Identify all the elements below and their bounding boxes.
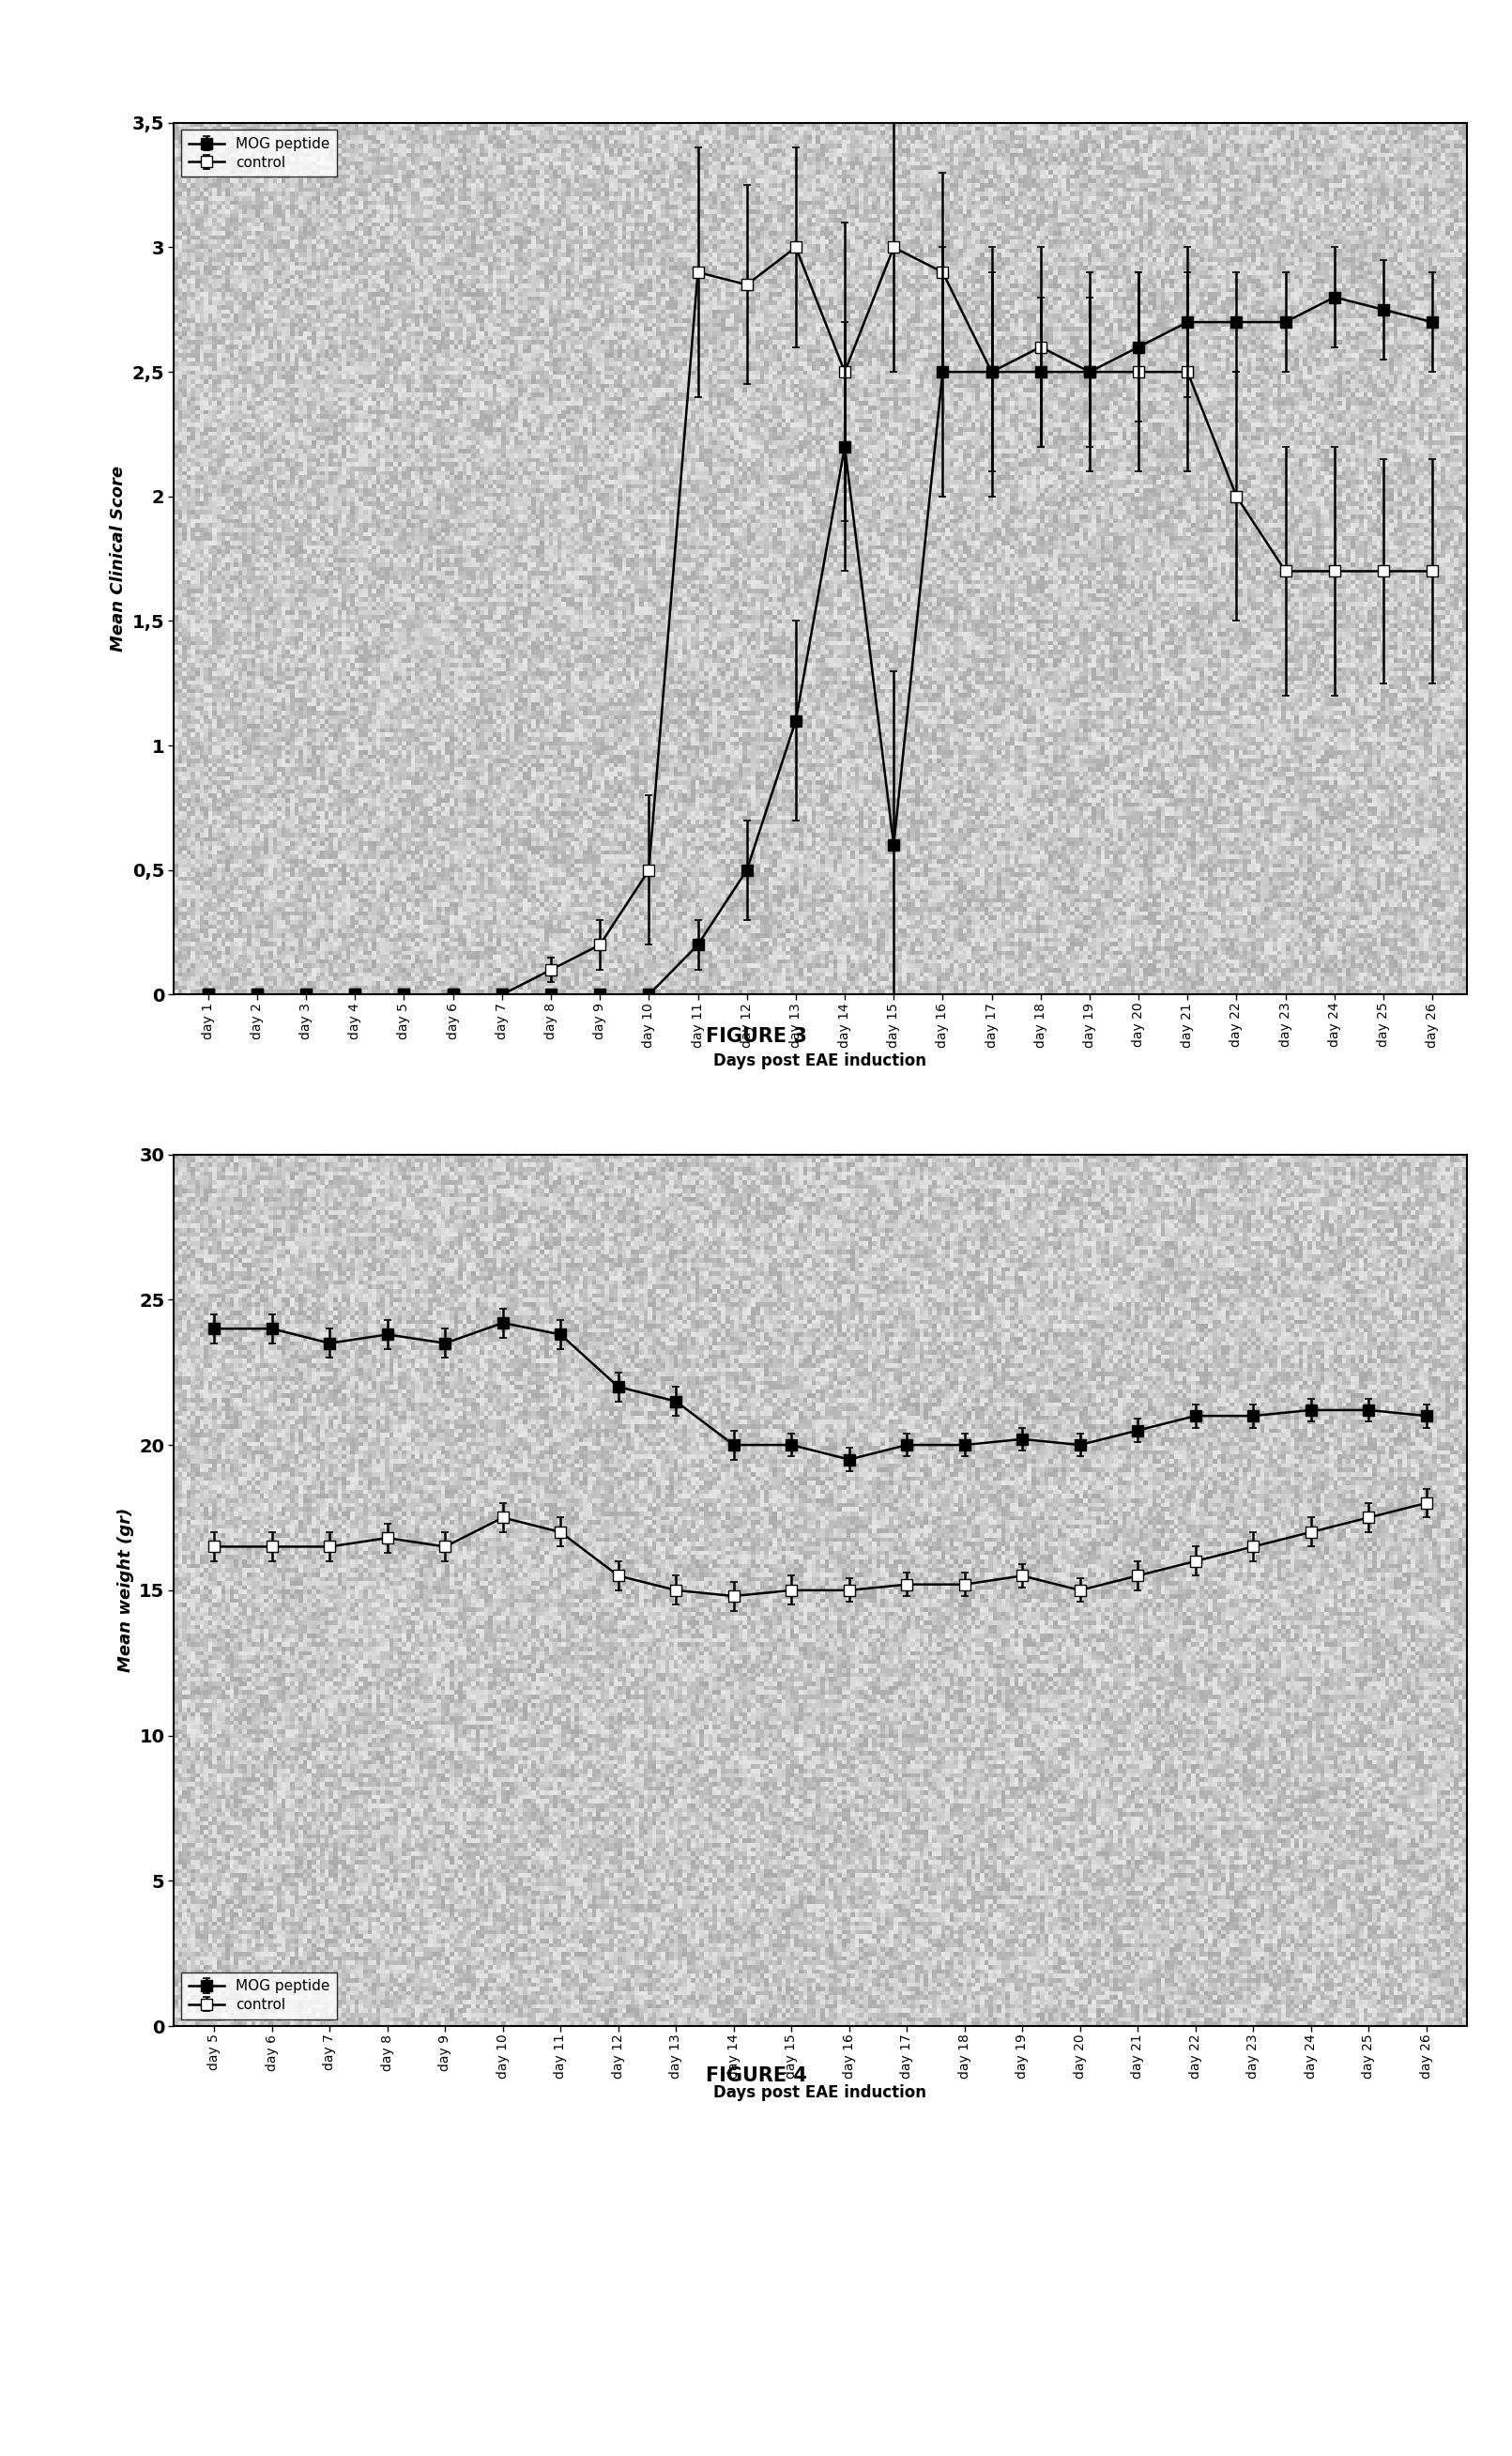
Legend: MOG peptide, control: MOG peptide, control xyxy=(181,1972,337,2019)
Y-axis label: Mean weight (gr): Mean weight (gr) xyxy=(116,1508,135,1673)
Y-axis label: Mean Clinical Score: Mean Clinical Score xyxy=(110,467,127,651)
X-axis label: Days post EAE induction: Days post EAE induction xyxy=(714,2085,927,2100)
X-axis label: Days post EAE induction: Days post EAE induction xyxy=(714,1054,927,1068)
Text: FIGURE 3: FIGURE 3 xyxy=(706,1027,806,1046)
Text: FIGURE 4: FIGURE 4 xyxy=(706,2065,806,2085)
Legend: MOG peptide, control: MOG peptide, control xyxy=(181,130,337,177)
